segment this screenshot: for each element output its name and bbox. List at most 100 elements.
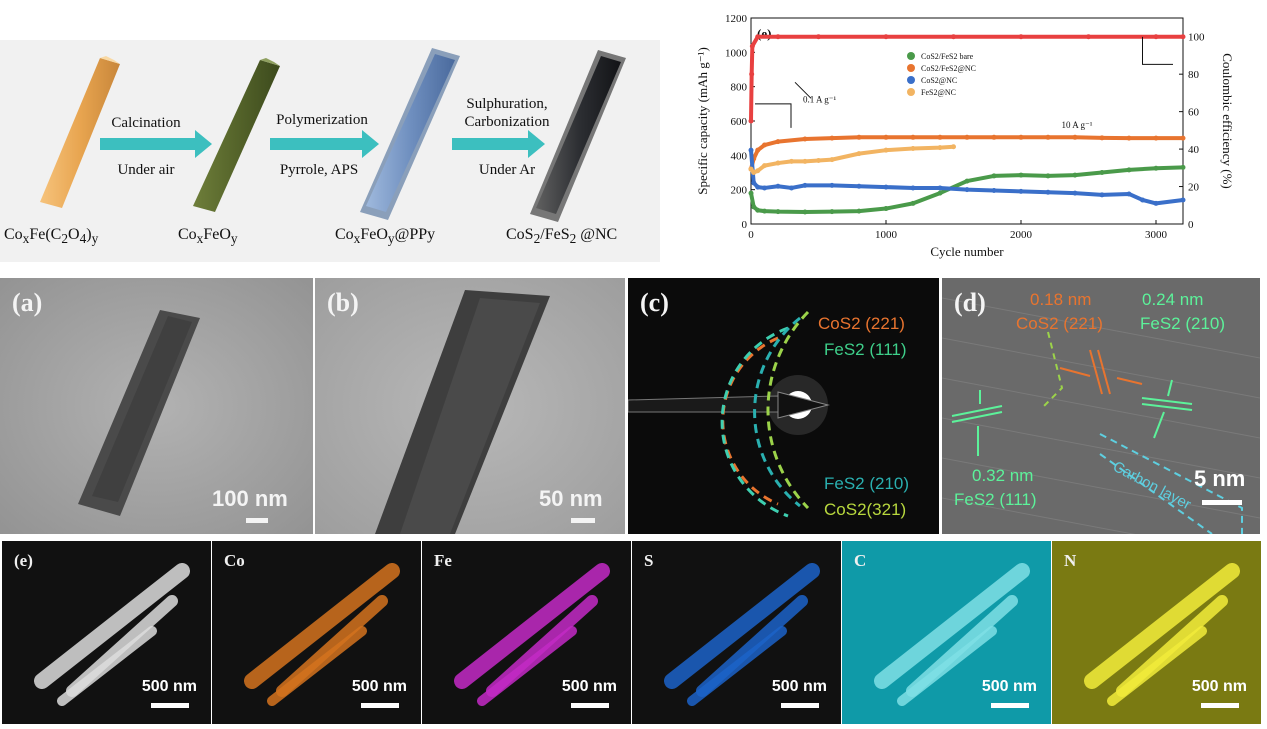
data-point [748,118,754,124]
panel-label-c: (c) [640,288,669,317]
data-point [1072,172,1078,178]
data-point [762,185,767,191]
x-axis-label: Cycle number [930,244,1004,259]
tem-panel-d: (d) 0.18 nm CoS2 (221) 0.24 nm FeS2 (210… [942,278,1260,534]
data-point [789,158,794,164]
data-point [964,178,970,184]
data-point [910,145,916,151]
data-point [762,163,767,169]
data-point [856,151,862,157]
data-point [762,208,767,214]
data-point [1045,134,1051,140]
legend-marker [907,52,915,60]
legend-label: CoS2/FeS2 bare [921,52,974,61]
y-left-axis-label: Specific capacity (mAh g⁻¹) [695,47,710,195]
data-point [748,190,754,196]
spacing-label-2: 0.24 nm [1142,290,1204,309]
data-point [755,34,761,40]
data-point [991,134,997,140]
data-point [829,182,835,188]
compound-oxide: CoxFeOy [178,226,238,247]
data-point [1072,190,1078,196]
data-point [802,158,808,164]
data-point [951,34,956,40]
y-right-tick-label: 80 [1188,69,1200,81]
y-left-tick-label: 0 [742,219,748,231]
map-scale-n: 500 nm [1191,678,1247,695]
map-bar-n [1201,703,1239,708]
data-point [802,182,808,188]
scale-bar-b [571,518,595,523]
compound-final: CoS2/FeS2 @NC [506,226,618,247]
y-left-tick-label: 400 [731,150,748,162]
data-point [1126,167,1132,173]
data-point [755,207,761,213]
data-point [829,209,835,215]
data-point [1140,197,1145,203]
y-right-tick-label: 20 [1188,182,1200,194]
ring-label-4: CoS2(321) [824,500,907,519]
data-point [816,157,821,163]
data-point [883,184,889,190]
data-point [802,209,808,215]
data-point [991,173,997,179]
scale-bar-d [1202,500,1242,505]
data-point [1180,135,1186,141]
data-point [749,43,755,49]
rod-final [530,50,626,222]
map-rod [34,563,190,689]
data-point [1180,197,1186,203]
data-point [829,157,835,163]
data-point [883,134,889,140]
map-fe: Fe 500 nm [422,541,631,724]
x-tick-label: 0 [748,229,754,241]
data-point [856,208,862,214]
data-point [883,34,889,40]
ring-label-3: FeS2 (210) [824,474,910,493]
scale-bar-a [246,518,268,523]
data-point [816,34,821,40]
map-label-s: S [644,551,654,570]
data-point [1180,164,1186,170]
map-rod [664,563,820,689]
y-left-tick-label: 200 [731,185,748,197]
data-point [1099,192,1105,198]
plane-label-1: CoS2 (221) [1016,314,1103,333]
data-point [751,180,757,186]
legend-marker [907,76,915,84]
data-point [1099,170,1105,175]
data-point [964,187,970,193]
map-rod [477,626,577,706]
data-point [775,209,781,215]
map-rod [687,626,787,706]
data-point [751,204,757,210]
data-point [789,185,794,191]
data-point [1086,34,1091,40]
map-co: Co 500 nm [212,541,421,724]
y-right-tick-label: 60 [1188,107,1200,119]
data-point [991,188,997,194]
y-left-tick-label: 600 [731,116,748,128]
data-point [1153,165,1159,171]
map-rod [57,626,157,706]
data-point [755,184,761,190]
y-right-tick-label: 0 [1188,219,1194,231]
legend-label: CoS2/FeS2@NC [921,64,976,73]
map-scale-c: 500 nm [981,678,1037,695]
data-point [910,200,916,206]
data-point [755,168,761,174]
map-rod [267,626,367,706]
plane-label-2: FeS2 (210) [1140,314,1226,333]
data-point [1099,135,1105,141]
data-point [937,185,943,191]
data-point [802,136,808,142]
map-bar-overview [151,703,189,708]
map-label-fe: Fe [434,551,452,570]
panel-label-d: (d) [954,288,986,317]
y-right-tick-label: 100 [1188,32,1205,44]
data-point [1018,34,1024,40]
step3-top2: Carbonization [464,114,550,130]
data-point [883,206,889,212]
tem-panel-c: (c) CoS2 (221) FeS2 (111) FeS2 (210) CoS… [628,278,939,534]
map-scale-fe: 500 nm [561,678,617,695]
